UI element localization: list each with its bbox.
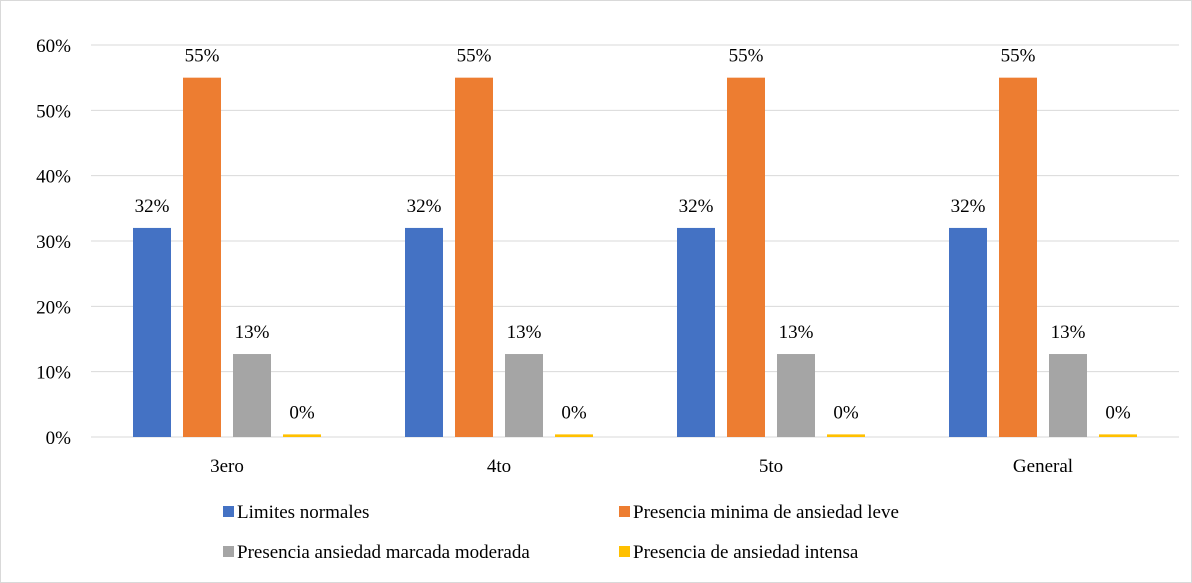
legend-swatch: [619, 506, 630, 517]
bar-5to-series-1: [677, 227, 715, 437]
legend-label: Presencia de ansiedad intensa: [633, 542, 859, 563]
y-tick-label: 60%: [36, 36, 71, 57]
bar-3ero-series-1: [133, 227, 171, 437]
data-label: 13%: [235, 322, 270, 343]
data-label: 55%: [457, 46, 492, 67]
data-label: 32%: [407, 196, 442, 217]
category-label: 5to: [759, 456, 783, 477]
bar-4to-series-4: [555, 434, 593, 437]
category-label: 4to: [487, 456, 511, 477]
category-label: General: [1013, 456, 1073, 477]
legend-swatch: [223, 506, 234, 517]
data-labels: 32% 55% 13% 0% 32% 55% 13% 0% 32% 55% 13% 0% 32% 55% 1…: [135, 46, 1131, 424]
data-label: 13%: [1051, 322, 1086, 343]
legend-label: Presencia minima de ansiedad leve: [633, 502, 899, 523]
bar-5to-series-4: [827, 434, 865, 437]
bar-4to-series-3: [505, 354, 543, 437]
data-label: 32%: [135, 196, 170, 217]
bar-general-series-3: [1049, 354, 1087, 437]
data-label: 0%: [1105, 402, 1131, 423]
bar-general-series-4: [1099, 434, 1137, 437]
data-label: 55%: [185, 46, 220, 67]
legend: Limites normales Presencia minima de ansi…: [223, 502, 899, 563]
legend-label: Presencia ansiedad marcada moderada: [237, 542, 530, 563]
x-axis-category-labels: 3ero 4to 5to General: [210, 456, 1073, 477]
bar-3ero-series-3: [233, 354, 271, 437]
data-label: 32%: [951, 196, 986, 217]
bar-3ero-series-2: [183, 77, 221, 438]
data-label: 55%: [1001, 46, 1036, 67]
bar-general-series-1: [949, 227, 987, 437]
data-label: 13%: [507, 322, 542, 343]
y-tick-label: 40%: [36, 167, 71, 188]
data-label: 0%: [833, 402, 859, 423]
data-label: 13%: [779, 322, 814, 343]
bars: [133, 77, 1137, 438]
bar-5to-series-2: [727, 77, 765, 438]
bar-4to-series-1: [405, 227, 443, 437]
data-label: 0%: [289, 402, 315, 423]
legend-swatch: [223, 546, 234, 557]
data-label: 32%: [679, 196, 714, 217]
y-tick-label: 10%: [36, 363, 71, 384]
legend-label: Limites normales: [237, 502, 369, 523]
y-axis-tick-labels: 0% 10% 20% 30% 40% 50% 60%: [36, 36, 71, 449]
data-label: 0%: [561, 402, 587, 423]
bar-3ero-series-4: [283, 434, 321, 437]
y-tick-label: 0%: [46, 428, 72, 449]
legend-swatch: [619, 546, 630, 557]
bar-4to-series-2: [455, 77, 493, 438]
y-tick-label: 20%: [36, 297, 71, 318]
gridlines: [91, 44, 1179, 438]
y-tick-label: 50%: [36, 101, 71, 122]
y-tick-label: 30%: [36, 232, 71, 253]
bar-general-series-2: [999, 77, 1037, 438]
data-label: 55%: [729, 46, 764, 67]
bar-5to-series-3: [777, 354, 815, 437]
category-label: 3ero: [210, 456, 244, 477]
